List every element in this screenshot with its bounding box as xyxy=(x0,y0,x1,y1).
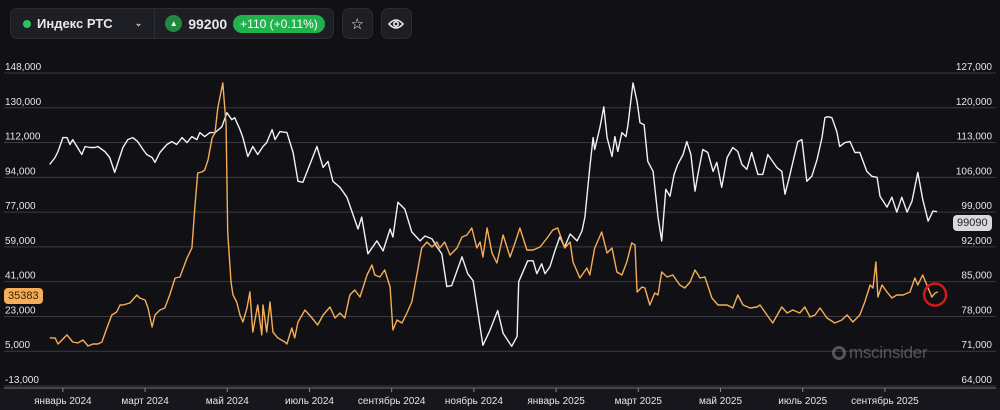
x-axis-tick-label: май 2025 xyxy=(699,396,742,407)
left-axis-tick-label: 41,000 xyxy=(5,271,36,282)
right-axis-tick-label: 120,000 xyxy=(956,97,993,108)
right-axis-tick-label: 78,000 xyxy=(961,305,992,316)
right-axis-tick-label: 71,000 xyxy=(961,340,992,351)
right-axis-tick-label: 64,000 xyxy=(961,375,992,386)
arrow-up-icon: ▲ xyxy=(165,15,183,32)
watermark: mscinsider xyxy=(832,343,928,363)
x-axis-tick-label: июль 2024 xyxy=(285,396,334,407)
right-axis-tick-label: 99,000 xyxy=(961,201,992,212)
x-axis-band xyxy=(0,388,1000,410)
rts-index-line xyxy=(49,82,938,347)
left-axis-tick-label: 5,000 xyxy=(5,340,30,351)
x-axis-tick-label: март 2025 xyxy=(615,396,663,407)
orange-series-line xyxy=(49,82,939,347)
x-axis-tick-label: май 2024 xyxy=(206,396,249,407)
right-axis-tick-label: 127,000 xyxy=(956,62,993,73)
highlight-circle xyxy=(922,282,948,307)
current-price: 99200 xyxy=(188,15,228,32)
watch-button[interactable] xyxy=(380,8,412,39)
left-axis-tick-label: 23,000 xyxy=(5,305,36,316)
x-axis-tick-label: январь 2024 xyxy=(34,396,92,407)
left-axis-tick-label: -13,000 xyxy=(5,375,39,386)
x-axis-tick-label: ноябрь 2024 xyxy=(445,395,503,407)
x-axis-tick-label: сентябрь 2025 xyxy=(851,395,919,407)
watermark-logo-icon xyxy=(832,346,846,360)
left-axis-tick-label: 130,000 xyxy=(5,97,42,108)
rts-last-value-tag: 99090 xyxy=(953,215,992,231)
market-status-dot xyxy=(23,19,31,28)
star-icon: ☆ xyxy=(350,15,364,33)
right-axis-tick-label: 113,000 xyxy=(957,132,993,143)
price-change-badge: +110 (+0.11%) xyxy=(233,14,325,33)
chevron-down-icon[interactable]: ⌄ xyxy=(134,18,143,28)
left-axis-tick-label: 59,000 xyxy=(5,236,36,247)
eye-icon xyxy=(388,18,405,29)
left-axis-tick-label: 77,000 xyxy=(5,201,36,212)
right-axis-tick-label: 106,000 xyxy=(956,166,993,177)
left-axis-tick-label: 148,000 xyxy=(5,62,42,73)
right-axis-tick-label: 92,000 xyxy=(961,236,992,247)
x-axis-tick-label: сентябрь 2024 xyxy=(358,395,426,407)
left-axis-tick-label: 112,000 xyxy=(5,132,41,143)
x-axis-tick-label: январь 2025 xyxy=(527,396,585,407)
symbol-selector[interactable]: Индекс РТС ⌄ xyxy=(11,9,156,38)
instrument-panel: Индекс РТС ⌄ ▲ 99200 +110 (+0.11%) xyxy=(10,8,334,39)
symbol-name: Индекс РТС xyxy=(37,16,113,31)
left-axis-tick-label: 94,000 xyxy=(5,166,36,177)
price-block: ▲ 99200 +110 (+0.11%) xyxy=(155,14,333,33)
favorite-button[interactable]: ☆ xyxy=(341,8,373,39)
x-axis-tick-label: июль 2025 xyxy=(778,396,827,407)
watermark-text: mscinsider xyxy=(849,343,928,362)
top-toolbar: Индекс РТС ⌄ ▲ 99200 +110 (+0.11%) ☆ xyxy=(10,8,412,39)
x-axis-tick-label: март 2024 xyxy=(121,396,169,407)
orange-last-value-tag: 35383 xyxy=(4,288,43,304)
right-axis-tick-label: 85,000 xyxy=(961,271,992,282)
